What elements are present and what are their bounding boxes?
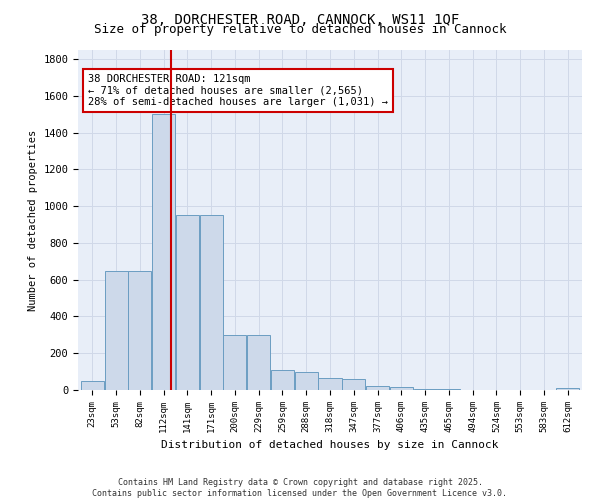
Bar [556, 388, 579, 390]
Bar [176, 216, 199, 390]
Text: Contains HM Land Registry data © Crown copyright and database right 2025.
Contai: Contains HM Land Registry data © Crown c… [92, 478, 508, 498]
Bar [295, 372, 318, 390]
Bar [271, 370, 294, 390]
Text: 38, DORCHESTER ROAD, CANNOCK, WS11 1QF: 38, DORCHESTER ROAD, CANNOCK, WS11 1QF [141, 12, 459, 26]
Bar [366, 386, 389, 390]
Y-axis label: Number of detached properties: Number of detached properties [28, 130, 38, 310]
Bar [128, 270, 151, 390]
Bar [247, 335, 270, 390]
Bar [81, 381, 104, 390]
Text: 38 DORCHESTER ROAD: 121sqm
← 71% of detached houses are smaller (2,565)
28% of s: 38 DORCHESTER ROAD: 121sqm ← 71% of deta… [88, 74, 388, 107]
Bar [200, 216, 223, 390]
Bar [104, 270, 128, 390]
Bar [223, 335, 247, 390]
Bar [342, 379, 365, 390]
Bar [319, 378, 341, 390]
Text: Size of property relative to detached houses in Cannock: Size of property relative to detached ho… [94, 22, 506, 36]
X-axis label: Distribution of detached houses by size in Cannock: Distribution of detached houses by size … [161, 440, 499, 450]
Bar [152, 114, 175, 390]
Bar [390, 386, 413, 390]
